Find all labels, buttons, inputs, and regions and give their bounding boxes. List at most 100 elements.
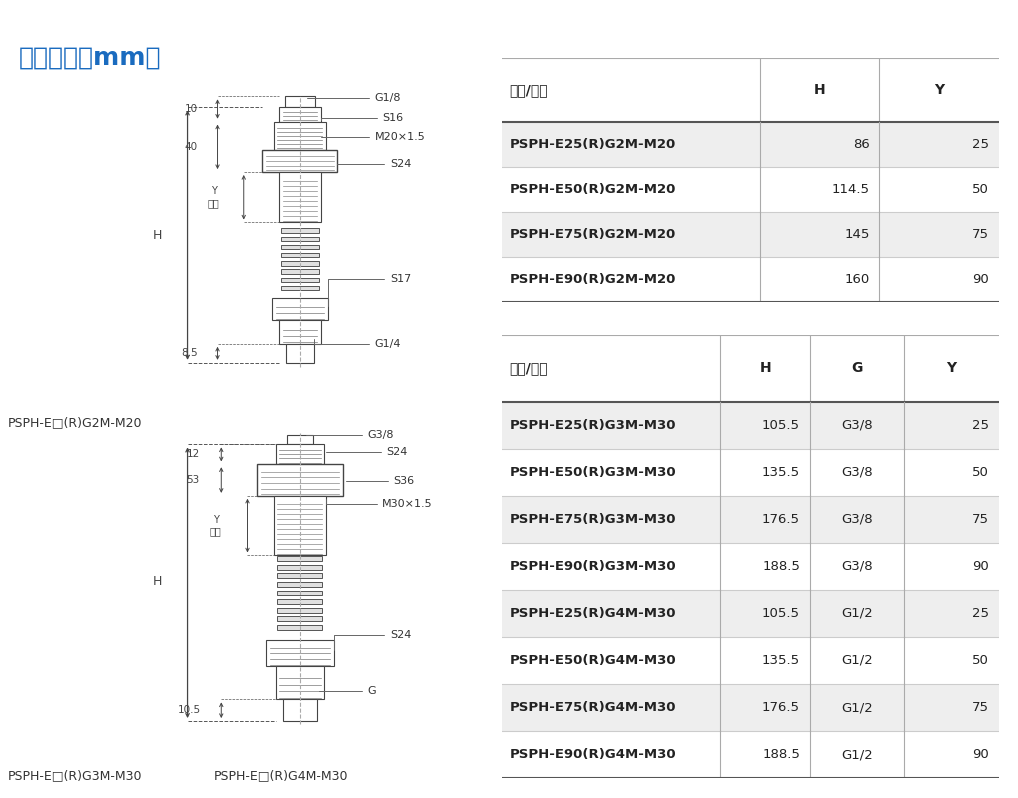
Bar [286, 344, 315, 363]
Text: 188.5: 188.5 [762, 560, 800, 573]
Text: G1/2: G1/2 [841, 748, 873, 761]
Text: H: H [759, 361, 771, 376]
Text: M20×1.5: M20×1.5 [321, 132, 426, 142]
Text: G1/2: G1/2 [841, 607, 873, 620]
Text: H: H [814, 83, 826, 97]
Text: 尺寸规格（mm）: 尺寸规格（mm） [18, 46, 161, 70]
Text: G1/2: G1/2 [841, 701, 873, 714]
Bar [502, 167, 999, 211]
Text: S36: S36 [346, 476, 414, 486]
Text: M30×1.5: M30×1.5 [326, 499, 433, 509]
Text: 53: 53 [186, 475, 200, 485]
Bar [279, 172, 321, 223]
Text: G1/2: G1/2 [841, 654, 873, 667]
Text: 160: 160 [844, 273, 869, 286]
Text: 25: 25 [972, 138, 988, 151]
Bar [281, 278, 319, 282]
Text: 75: 75 [972, 701, 988, 714]
Bar [281, 245, 319, 249]
Text: 176.5: 176.5 [761, 701, 800, 714]
Text: PSPH-E75(R)G3M-M30: PSPH-E75(R)G3M-M30 [509, 513, 676, 526]
Bar [502, 448, 999, 496]
Text: 114.5: 114.5 [832, 183, 869, 196]
Bar [257, 464, 343, 496]
Text: 10.5: 10.5 [178, 705, 201, 715]
Text: 50: 50 [972, 183, 988, 196]
Bar [278, 599, 323, 604]
Bar [502, 637, 999, 684]
Text: 176.5: 176.5 [761, 513, 800, 526]
Text: PSPH-E90(R)G3M-M30: PSPH-E90(R)G3M-M30 [509, 560, 676, 573]
Bar [287, 435, 314, 444]
Text: 105.5: 105.5 [761, 419, 800, 432]
Text: S24: S24 [337, 159, 411, 169]
Bar [281, 228, 319, 233]
Bar [279, 108, 321, 121]
Text: 145: 145 [844, 227, 869, 241]
Bar [281, 261, 319, 266]
Bar [278, 625, 323, 630]
Text: PSPH-E□(R)G4M-M30: PSPH-E□(R)G4M-M30 [214, 769, 348, 783]
Text: S24: S24 [326, 447, 407, 457]
Text: PSPH-E50(R)G4M-M30: PSPH-E50(R)G4M-M30 [509, 654, 676, 667]
Bar [263, 150, 337, 172]
Text: 105.5: 105.5 [761, 607, 800, 620]
Text: 75: 75 [972, 227, 988, 241]
Bar [281, 253, 319, 258]
Text: PSPH-E90(R)G4M-M30: PSPH-E90(R)G4M-M30 [509, 748, 676, 761]
Bar [276, 666, 325, 700]
Text: 40: 40 [184, 142, 197, 152]
Text: 25: 25 [972, 607, 988, 620]
Text: PSPH-E50(R)G3M-M30: PSPH-E50(R)G3M-M30 [509, 466, 676, 479]
Bar [278, 582, 323, 587]
Text: PSPH-E25(R)G4M-M30: PSPH-E25(R)G4M-M30 [509, 607, 676, 620]
Text: G3/8: G3/8 [841, 513, 872, 526]
Text: Y
行程: Y 行程 [210, 515, 222, 536]
Text: S24: S24 [334, 630, 411, 650]
Text: G: G [319, 686, 376, 696]
Text: 75: 75 [972, 513, 988, 526]
Bar [502, 401, 999, 448]
Text: PSPH-E25(R)G3M-M30: PSPH-E25(R)G3M-M30 [509, 419, 676, 432]
Text: 90: 90 [972, 748, 988, 761]
Bar [267, 640, 334, 666]
Text: G3/8: G3/8 [841, 560, 872, 573]
Text: 型号/尺寸: 型号/尺寸 [509, 83, 548, 97]
Text: 50: 50 [972, 654, 988, 667]
Bar [278, 608, 323, 613]
Text: G: G [851, 361, 863, 376]
Bar [272, 298, 328, 320]
Bar [274, 496, 326, 555]
Text: PSPH-E50(R)G2M-M20: PSPH-E50(R)G2M-M20 [509, 183, 676, 196]
Text: 90: 90 [972, 273, 988, 286]
Text: PSPH-E□(R)G3M-M30: PSPH-E□(R)G3M-M30 [8, 769, 143, 783]
Bar [281, 237, 319, 241]
Text: 135.5: 135.5 [761, 466, 800, 479]
Bar [502, 496, 999, 543]
Bar [281, 270, 319, 274]
Bar [274, 121, 326, 150]
Text: PSPH-E75(R)G4M-M30: PSPH-E75(R)G4M-M30 [509, 701, 676, 714]
Text: Y: Y [947, 361, 957, 376]
Text: G3/8: G3/8 [841, 419, 872, 432]
Text: G3/8: G3/8 [841, 466, 872, 479]
Bar [279, 320, 321, 344]
Text: 135.5: 135.5 [761, 654, 800, 667]
Text: Y
行程: Y 行程 [208, 187, 220, 208]
Text: 90: 90 [972, 560, 988, 573]
Text: H: H [153, 228, 162, 242]
Text: 25: 25 [972, 419, 988, 432]
Text: PSPH-E25(R)G2M-M20: PSPH-E25(R)G2M-M20 [509, 138, 676, 151]
Bar [502, 257, 999, 302]
Bar [502, 211, 999, 257]
Bar [278, 616, 323, 622]
Text: 10: 10 [184, 104, 197, 114]
Text: G1/4: G1/4 [315, 338, 401, 349]
Bar [276, 444, 325, 464]
Bar [502, 684, 999, 731]
Bar [285, 97, 315, 108]
Text: 50: 50 [972, 466, 988, 479]
Text: S16: S16 [321, 113, 403, 124]
Text: G3/8: G3/8 [305, 429, 394, 440]
Bar [502, 590, 999, 637]
